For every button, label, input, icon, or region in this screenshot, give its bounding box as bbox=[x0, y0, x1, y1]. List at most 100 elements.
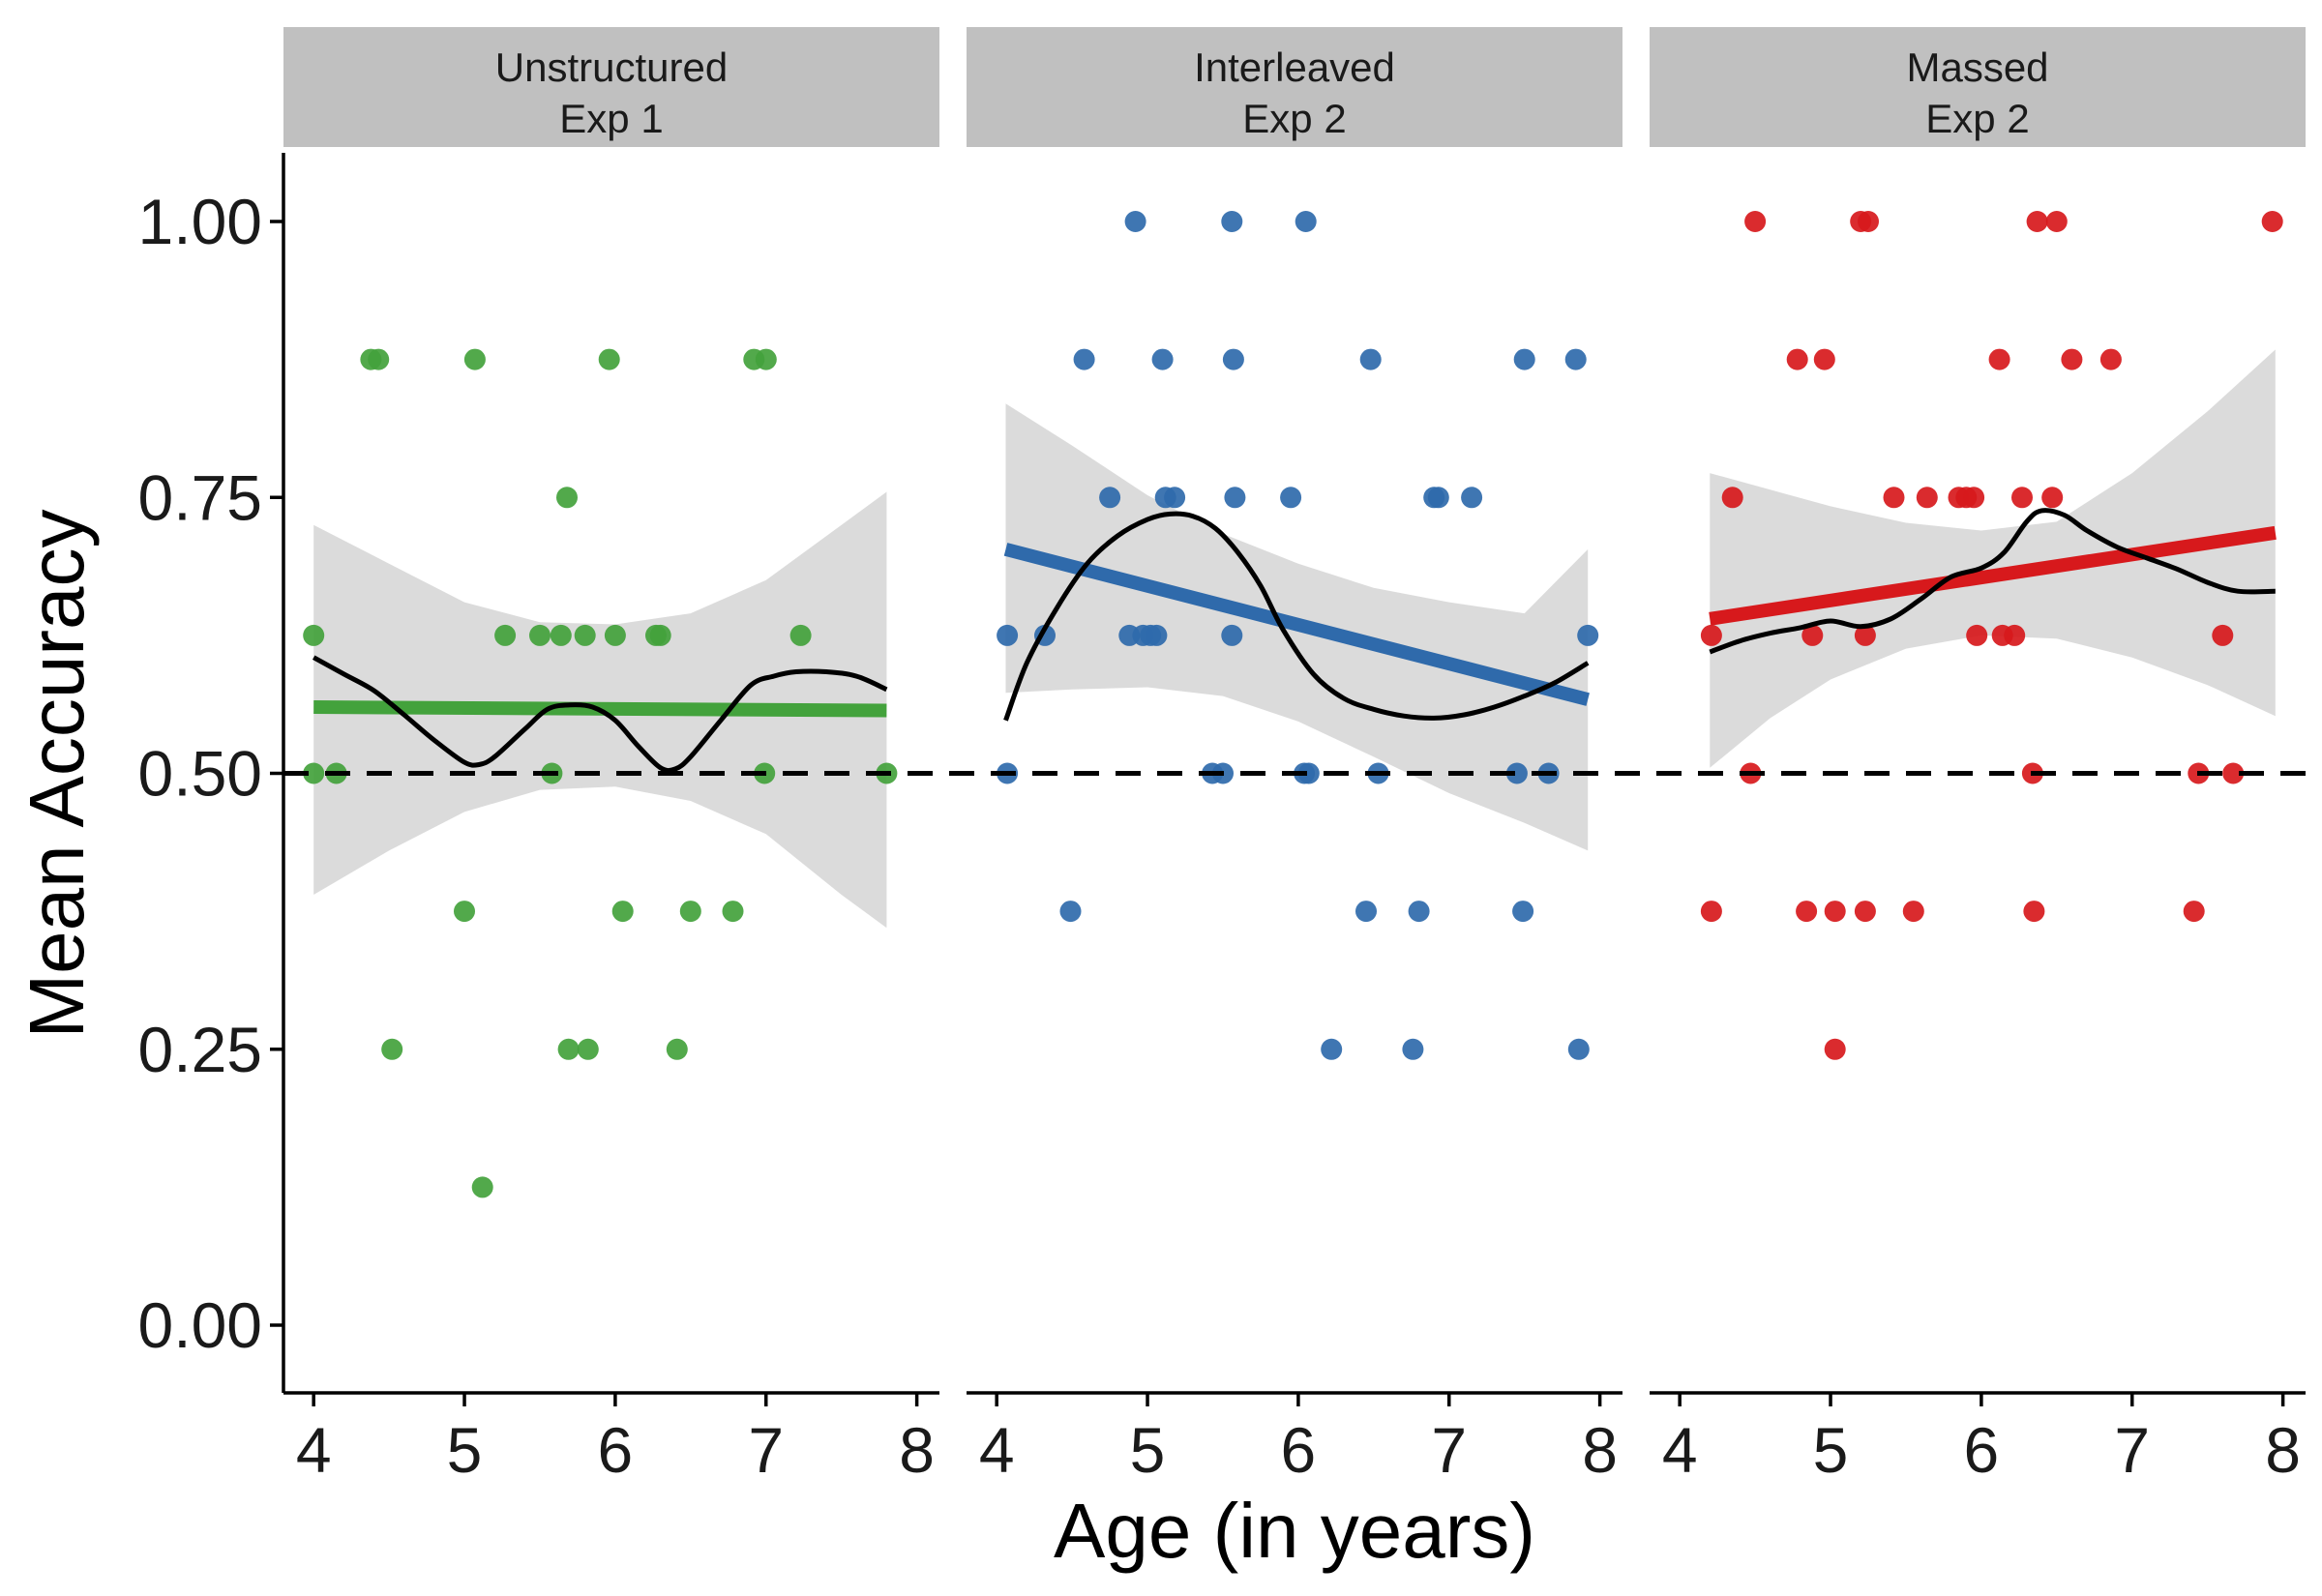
facet-strip bbox=[1650, 27, 2306, 147]
x-axis-title: Age (in years) bbox=[1054, 1488, 1535, 1574]
x-tick-label: 4 bbox=[296, 1414, 332, 1486]
data-point bbox=[529, 624, 551, 646]
data-point bbox=[1124, 211, 1146, 232]
data-point bbox=[1513, 348, 1535, 370]
x-tick-label: 4 bbox=[979, 1414, 1015, 1486]
facet-strip bbox=[283, 27, 939, 147]
x-tick-label: 5 bbox=[447, 1414, 483, 1486]
data-point bbox=[1427, 487, 1449, 509]
y-tick-label: 0.50 bbox=[138, 738, 262, 810]
linear-fit-line bbox=[1709, 525, 2277, 626]
data-point bbox=[755, 348, 777, 370]
data-point bbox=[1854, 901, 1876, 923]
data-point bbox=[2212, 624, 2234, 646]
data-point bbox=[574, 624, 596, 646]
data-point bbox=[1280, 487, 1302, 509]
data-point bbox=[1796, 901, 1818, 923]
data-point bbox=[2222, 762, 2245, 784]
x-tick-label: 7 bbox=[748, 1414, 784, 1486]
y-tick-label: 0.00 bbox=[138, 1289, 262, 1361]
smooth-curve bbox=[1003, 511, 1590, 722]
data-point bbox=[1988, 348, 2010, 370]
data-point bbox=[1408, 901, 1430, 923]
data-point bbox=[577, 1038, 599, 1060]
y-axis-title: Mean Accuracy bbox=[14, 510, 100, 1039]
data-point bbox=[1224, 487, 1246, 509]
data-point bbox=[1567, 1038, 1590, 1060]
x-tick-label: 8 bbox=[2265, 1414, 2301, 1486]
x-tick-label: 6 bbox=[598, 1414, 634, 1486]
data-point bbox=[1824, 901, 1846, 923]
linear-fit-line bbox=[1003, 543, 1590, 706]
data-point bbox=[556, 487, 578, 509]
data-point bbox=[1512, 901, 1534, 923]
data-point bbox=[2004, 624, 2026, 646]
data-point bbox=[454, 901, 475, 923]
x-tick-label: 8 bbox=[899, 1414, 935, 1486]
data-point bbox=[368, 348, 390, 370]
x-tick-label: 5 bbox=[1130, 1414, 1166, 1486]
data-point bbox=[1916, 487, 1938, 509]
data-point bbox=[1221, 624, 1243, 646]
x-tick-label: 7 bbox=[2114, 1414, 2150, 1486]
data-point bbox=[1858, 211, 1879, 232]
panel-1: Unstructured Exp 1 4 5 6 7 8 bbox=[283, 27, 939, 1486]
y-tick-label: 0.25 bbox=[138, 1014, 262, 1085]
facet-strip-sublabel: Exp 2 bbox=[1925, 96, 2029, 141]
data-point bbox=[1295, 211, 1317, 232]
data-point bbox=[1151, 348, 1174, 370]
facet-strip-label: Massed bbox=[1906, 44, 2048, 90]
y-axis: 0.00 0.25 0.50 0.75 1.00 bbox=[138, 153, 285, 1393]
data-point bbox=[2183, 901, 2205, 923]
data-point bbox=[1164, 487, 1186, 509]
y-tick-label: 0.75 bbox=[138, 461, 262, 533]
facet-strip bbox=[967, 27, 1622, 147]
data-point bbox=[611, 901, 634, 923]
data-point bbox=[1883, 487, 1905, 509]
data-point bbox=[604, 624, 626, 646]
x-tick-label: 6 bbox=[1281, 1414, 1317, 1486]
data-point bbox=[1902, 901, 1924, 923]
data-point bbox=[1963, 487, 1985, 509]
data-point bbox=[1059, 901, 1082, 923]
x-tick-label: 5 bbox=[1813, 1414, 1849, 1486]
data-point bbox=[1505, 762, 1528, 784]
data-point bbox=[598, 348, 620, 370]
data-point bbox=[1073, 348, 1095, 370]
data-point bbox=[1577, 624, 1599, 646]
data-point bbox=[666, 1038, 688, 1060]
data-point bbox=[1700, 624, 1722, 646]
data-point bbox=[1222, 348, 1244, 370]
data-point bbox=[1801, 624, 1824, 646]
data-point bbox=[1402, 1038, 1424, 1060]
data-point bbox=[1700, 901, 1722, 923]
data-point bbox=[1824, 1038, 1846, 1060]
data-point bbox=[2041, 487, 2064, 509]
data-point bbox=[2099, 348, 2122, 370]
data-point bbox=[1355, 901, 1377, 923]
data-point bbox=[679, 901, 701, 923]
data-point bbox=[1854, 624, 1876, 646]
x-tick-label: 6 bbox=[1964, 1414, 2000, 1486]
data-point bbox=[1721, 487, 1743, 509]
data-point bbox=[303, 762, 325, 784]
panel-3: Massed Exp 2 4 5 6 7 8 bbox=[1650, 27, 2306, 1486]
facet-strip-sublabel: Exp 1 bbox=[559, 96, 663, 141]
data-point bbox=[1321, 1038, 1343, 1060]
data-point bbox=[463, 348, 486, 370]
smooth-curve bbox=[1709, 508, 2276, 655]
data-point bbox=[1359, 348, 1382, 370]
data-point bbox=[2261, 211, 2283, 232]
facet-strip-sublabel: Exp 2 bbox=[1242, 96, 1346, 141]
x-tick-label: 7 bbox=[1431, 1414, 1467, 1486]
facet-strip-label: Interleaved bbox=[1194, 44, 1395, 90]
data-point bbox=[471, 1176, 493, 1198]
confidence-band bbox=[1710, 349, 2276, 768]
smooth-curve bbox=[313, 655, 888, 774]
data-point bbox=[1297, 762, 1320, 784]
data-point bbox=[550, 624, 572, 646]
x-tick-label: 4 bbox=[1662, 1414, 1698, 1486]
data-point bbox=[494, 624, 517, 646]
data-point bbox=[1146, 624, 1168, 646]
